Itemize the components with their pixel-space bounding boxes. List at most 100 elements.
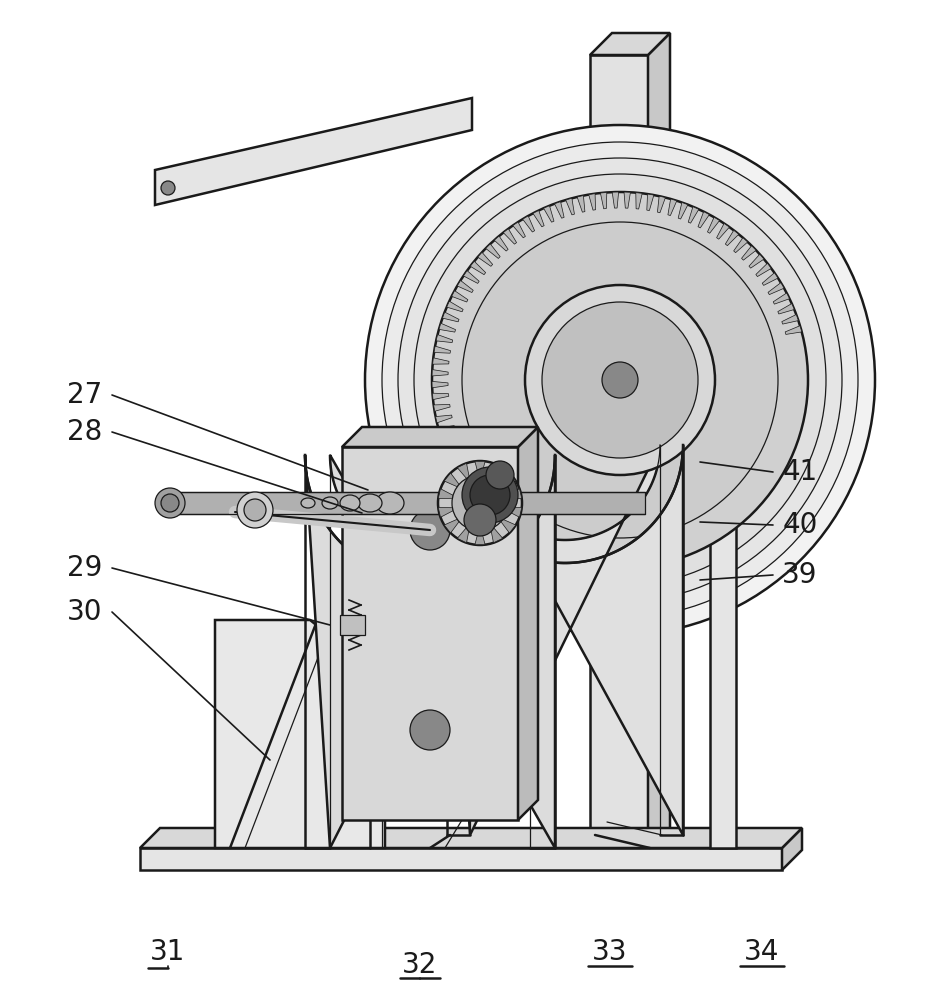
Polygon shape	[434, 346, 450, 353]
Polygon shape	[710, 462, 736, 848]
Polygon shape	[544, 206, 554, 222]
Polygon shape	[470, 261, 486, 275]
Text: 34: 34	[745, 938, 780, 966]
Ellipse shape	[358, 494, 382, 512]
Text: 39: 39	[783, 561, 818, 589]
Text: 31: 31	[150, 938, 186, 966]
Polygon shape	[477, 252, 493, 266]
Polygon shape	[635, 193, 642, 209]
Circle shape	[462, 222, 778, 538]
Circle shape	[462, 467, 518, 523]
Text: 28: 28	[68, 418, 103, 446]
Polygon shape	[725, 230, 739, 246]
Polygon shape	[140, 848, 782, 870]
Polygon shape	[450, 456, 467, 467]
Polygon shape	[785, 326, 802, 334]
Circle shape	[410, 710, 450, 750]
Polygon shape	[446, 446, 462, 456]
Polygon shape	[782, 315, 798, 324]
Circle shape	[365, 125, 875, 635]
Polygon shape	[451, 291, 468, 302]
Polygon shape	[756, 263, 771, 277]
Polygon shape	[491, 528, 502, 543]
Polygon shape	[658, 196, 665, 213]
Text: 30: 30	[68, 598, 103, 626]
Polygon shape	[486, 244, 500, 258]
Polygon shape	[170, 492, 645, 514]
Polygon shape	[566, 198, 574, 215]
Polygon shape	[438, 426, 455, 434]
Polygon shape	[155, 98, 472, 205]
Polygon shape	[444, 519, 459, 533]
Circle shape	[398, 158, 842, 602]
Circle shape	[161, 494, 179, 512]
Circle shape	[452, 475, 508, 531]
Polygon shape	[501, 519, 516, 533]
Polygon shape	[533, 210, 544, 227]
Polygon shape	[342, 447, 518, 820]
Polygon shape	[782, 828, 802, 870]
Polygon shape	[507, 507, 522, 517]
Polygon shape	[778, 304, 795, 314]
Polygon shape	[577, 196, 585, 212]
Polygon shape	[590, 33, 670, 55]
Circle shape	[602, 362, 638, 398]
Polygon shape	[441, 436, 458, 445]
Polygon shape	[600, 192, 607, 209]
Polygon shape	[457, 463, 469, 478]
Text: 33: 33	[592, 938, 628, 966]
Text: 29: 29	[68, 554, 103, 582]
Ellipse shape	[301, 498, 315, 508]
Polygon shape	[624, 192, 631, 208]
Polygon shape	[215, 620, 385, 848]
Polygon shape	[648, 33, 670, 855]
Circle shape	[486, 461, 514, 489]
Polygon shape	[436, 335, 452, 343]
Polygon shape	[442, 312, 459, 322]
Ellipse shape	[376, 492, 404, 514]
Polygon shape	[475, 531, 485, 545]
Polygon shape	[444, 473, 459, 487]
Circle shape	[464, 504, 496, 536]
Polygon shape	[688, 207, 698, 223]
Ellipse shape	[340, 495, 360, 511]
Polygon shape	[668, 199, 677, 216]
Polygon shape	[438, 489, 453, 499]
Polygon shape	[773, 293, 790, 304]
Polygon shape	[436, 415, 452, 423]
Circle shape	[244, 499, 266, 521]
Polygon shape	[439, 323, 455, 332]
Polygon shape	[434, 404, 450, 411]
Polygon shape	[433, 393, 449, 400]
Polygon shape	[612, 192, 619, 208]
Circle shape	[470, 493, 490, 513]
Polygon shape	[491, 463, 502, 478]
Polygon shape	[647, 194, 654, 211]
Polygon shape	[494, 236, 508, 251]
Polygon shape	[501, 473, 516, 487]
Polygon shape	[432, 381, 448, 388]
Polygon shape	[340, 615, 365, 635]
Polygon shape	[590, 55, 648, 855]
Polygon shape	[554, 202, 564, 218]
Text: 41: 41	[783, 458, 818, 486]
Circle shape	[161, 181, 175, 195]
Polygon shape	[503, 229, 516, 244]
Polygon shape	[588, 194, 596, 210]
Polygon shape	[457, 280, 474, 293]
Polygon shape	[507, 489, 522, 499]
Circle shape	[542, 302, 698, 458]
Polygon shape	[457, 528, 469, 543]
Text: 32: 32	[402, 951, 438, 979]
Circle shape	[414, 174, 826, 586]
Polygon shape	[342, 427, 538, 447]
Polygon shape	[678, 202, 688, 219]
Polygon shape	[518, 427, 538, 820]
Polygon shape	[433, 358, 449, 364]
Circle shape	[237, 492, 273, 528]
Circle shape	[410, 510, 450, 550]
Ellipse shape	[322, 497, 338, 509]
Polygon shape	[708, 217, 720, 233]
Polygon shape	[447, 445, 683, 835]
Polygon shape	[512, 222, 525, 238]
